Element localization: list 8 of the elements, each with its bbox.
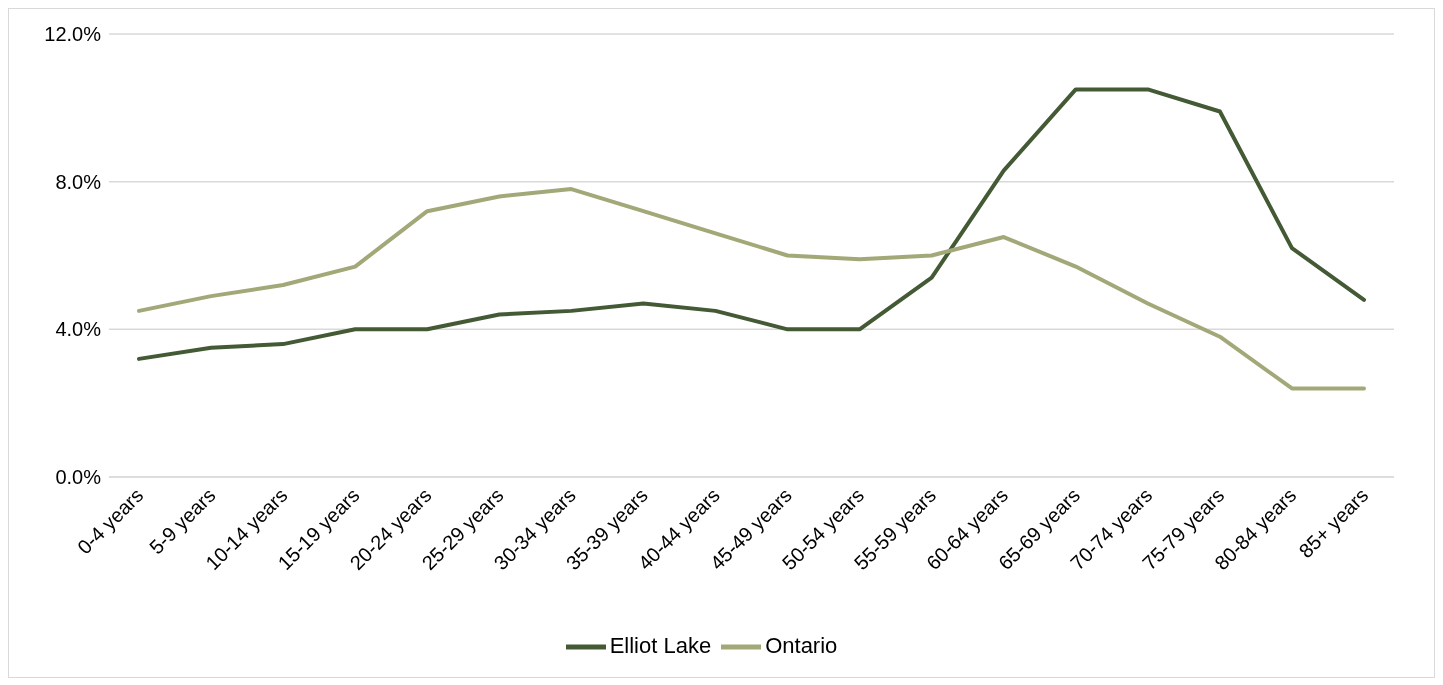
y-tick-label: 12.0% bbox=[44, 23, 102, 46]
line-series bbox=[137, 87, 1366, 361]
legend-label: Elliot Lake bbox=[609, 632, 712, 658]
y-tick-label: 8.0% bbox=[55, 170, 102, 193]
y-tick-label: 0.0% bbox=[55, 466, 102, 489]
legend-label: Ontario bbox=[765, 632, 838, 658]
line-series bbox=[137, 187, 1366, 391]
y-tick-label: 4.0% bbox=[55, 318, 102, 341]
